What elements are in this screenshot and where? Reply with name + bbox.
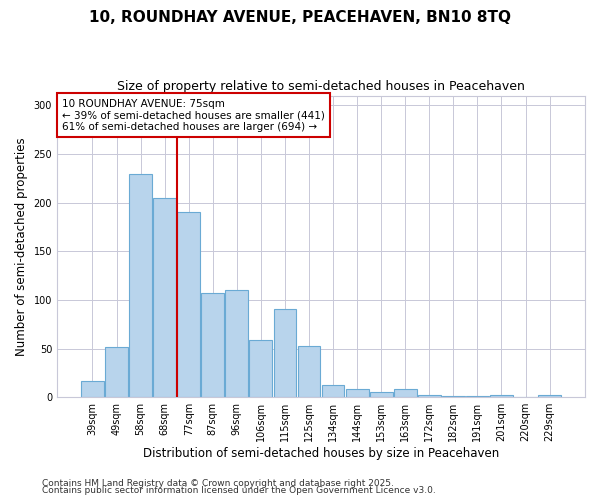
- Bar: [442, 396, 465, 397]
- Bar: [370, 392, 392, 397]
- Bar: [346, 390, 368, 397]
- Bar: [202, 293, 224, 397]
- X-axis label: Distribution of semi-detached houses by size in Peacehaven: Distribution of semi-detached houses by …: [143, 447, 499, 460]
- Text: 10, ROUNDHAY AVENUE, PEACEHAVEN, BN10 8TQ: 10, ROUNDHAY AVENUE, PEACEHAVEN, BN10 8T…: [89, 10, 511, 25]
- Bar: [490, 396, 513, 397]
- Bar: [466, 396, 489, 397]
- Bar: [177, 212, 200, 397]
- Bar: [250, 340, 272, 397]
- Bar: [105, 346, 128, 397]
- Bar: [394, 390, 416, 397]
- Bar: [298, 346, 320, 397]
- Title: Size of property relative to semi-detached houses in Peacehaven: Size of property relative to semi-detach…: [117, 80, 525, 93]
- Text: Contains HM Land Registry data © Crown copyright and database right 2025.: Contains HM Land Registry data © Crown c…: [42, 478, 394, 488]
- Bar: [153, 198, 176, 397]
- Text: Contains public sector information licensed under the Open Government Licence v3: Contains public sector information licen…: [42, 486, 436, 495]
- Bar: [322, 384, 344, 397]
- Bar: [274, 308, 296, 397]
- Bar: [226, 290, 248, 397]
- Bar: [538, 396, 561, 397]
- Bar: [129, 174, 152, 397]
- Y-axis label: Number of semi-detached properties: Number of semi-detached properties: [15, 137, 28, 356]
- Bar: [418, 396, 441, 397]
- Bar: [81, 380, 104, 397]
- Text: 10 ROUNDHAY AVENUE: 75sqm
← 39% of semi-detached houses are smaller (441)
61% of: 10 ROUNDHAY AVENUE: 75sqm ← 39% of semi-…: [62, 98, 325, 132]
